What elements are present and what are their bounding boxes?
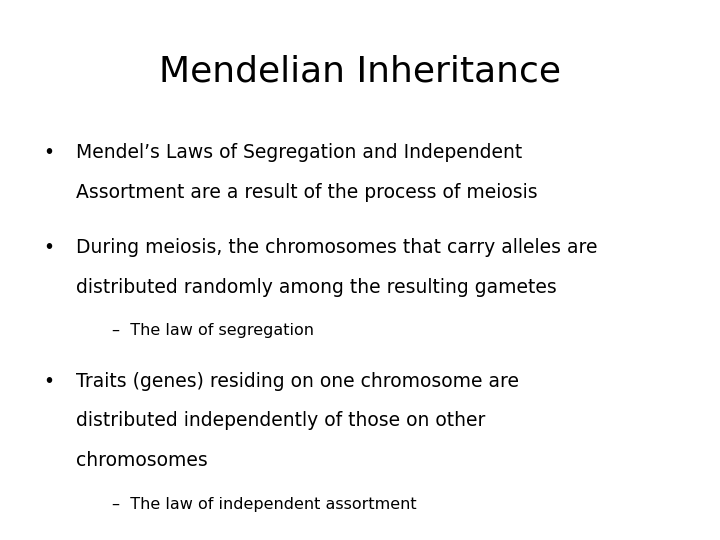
Text: –  The law of segregation: – The law of segregation xyxy=(112,323,314,339)
Text: •: • xyxy=(43,372,54,391)
Text: •: • xyxy=(43,143,54,162)
Text: Mendelian Inheritance: Mendelian Inheritance xyxy=(159,54,561,88)
Text: distributed randomly among the resulting gametes: distributed randomly among the resulting… xyxy=(76,278,557,296)
Text: Traits (genes) residing on one chromosome are: Traits (genes) residing on one chromosom… xyxy=(76,372,518,391)
Text: Mendel’s Laws of Segregation and Independent: Mendel’s Laws of Segregation and Indepen… xyxy=(76,143,522,162)
Text: distributed independently of those on other: distributed independently of those on ot… xyxy=(76,411,485,430)
Text: –  The law of independent assortment: – The law of independent assortment xyxy=(112,497,416,512)
Text: Assortment are a result of the process of meiosis: Assortment are a result of the process o… xyxy=(76,183,537,201)
Text: During meiosis, the chromosomes that carry alleles are: During meiosis, the chromosomes that car… xyxy=(76,238,597,257)
Text: chromosomes: chromosomes xyxy=(76,451,207,470)
Text: •: • xyxy=(43,238,54,257)
